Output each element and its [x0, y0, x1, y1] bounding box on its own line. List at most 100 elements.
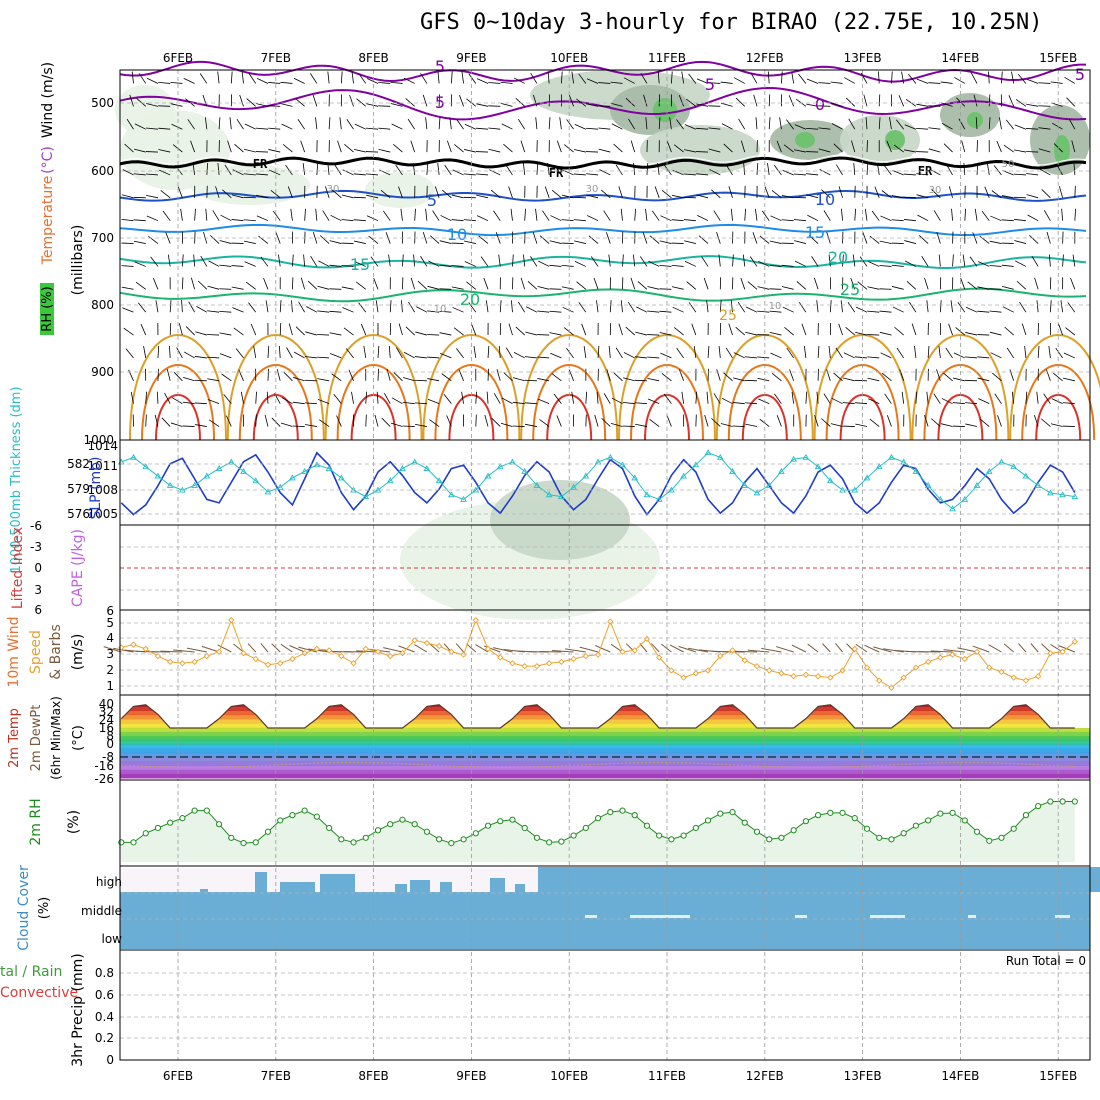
wind-barb [380, 189, 391, 199]
wind-barb [979, 418, 990, 427]
wind-barb [468, 302, 477, 313]
wind-barb [405, 326, 415, 336]
temp-contour-20 [119, 287, 1087, 303]
wind-speed-point [460, 651, 467, 658]
temperature-label: Temperature [40, 176, 56, 266]
wind-barb [302, 162, 306, 175]
time-label-top: 9FEB [456, 51, 486, 65]
wind-barb [833, 143, 843, 153]
wind-barb [456, 119, 464, 130]
wind-barb [1013, 196, 1026, 199]
rh-point [484, 822, 492, 829]
wind-barb [796, 281, 807, 290]
wind-barb [476, 173, 489, 176]
wind-barb [437, 71, 440, 84]
wind-barb [337, 140, 342, 153]
wind-barb [886, 415, 892, 427]
wind-barb [696, 127, 709, 130]
wind-barb [1074, 208, 1077, 221]
wind-barb [633, 162, 636, 175]
thickness-point [447, 491, 455, 498]
wind-barb [468, 73, 477, 84]
wind-barb-10m [747, 649, 770, 653]
wind-barb [977, 310, 990, 313]
wind-barb [843, 352, 855, 359]
wind-barb [855, 356, 868, 359]
wind-barb-10m [579, 646, 599, 653]
wind-barb [854, 208, 857, 221]
wind-barb [842, 254, 844, 267]
rh-point [521, 824, 528, 832]
wind-barb [427, 398, 440, 405]
wind-barb [490, 189, 501, 199]
wind-barb [936, 231, 941, 244]
wind-speed-point [1022, 677, 1030, 684]
temp-tick: 40 [99, 697, 114, 711]
wind-barb [770, 215, 782, 222]
wind-barb [901, 71, 905, 84]
rh-point [240, 840, 247, 847]
wind-barb [197, 280, 208, 290]
wind-barb [1019, 301, 1027, 313]
wind-barb [290, 208, 293, 221]
wind-barb [133, 219, 146, 222]
wind-barb [905, 260, 917, 267]
rh-point [215, 821, 223, 828]
time-label-top: 14FEB [941, 51, 979, 65]
wind-barb [713, 210, 721, 221]
wind-barb [496, 369, 501, 381]
wind-barb [781, 219, 794, 222]
wind-barb [904, 124, 917, 130]
wind-barb [988, 71, 990, 84]
wind-barb [701, 256, 709, 267]
wind-barb [986, 163, 990, 176]
wind-barb [312, 94, 318, 107]
wind-barb [427, 310, 440, 313]
time-label-top: 12FEB [746, 51, 784, 65]
wind-barb-10m [551, 649, 574, 653]
rh-point [766, 836, 773, 843]
wind-barb [855, 423, 868, 427]
wind-barb [1001, 71, 1003, 84]
wind-barb [1014, 240, 1027, 244]
wind-barb [219, 353, 232, 359]
wind-barb [476, 215, 489, 222]
wind-barb [693, 345, 697, 358]
wind-barb [559, 117, 562, 130]
wind-barb [720, 81, 733, 84]
wind-barb [549, 288, 562, 290]
wind-barb [711, 418, 721, 427]
wind-barb [439, 240, 452, 244]
wind-barb [158, 149, 171, 153]
wind-barb [444, 164, 452, 176]
thickness-point [484, 472, 492, 479]
wind-barb [171, 397, 183, 405]
wind-barb [243, 173, 256, 176]
wind-barb-10m [289, 645, 305, 653]
wind-barb [145, 391, 147, 404]
wind-barb [826, 369, 831, 381]
wind-barb [279, 300, 282, 313]
wind-barb [903, 196, 916, 199]
wind-speed-point [387, 652, 394, 660]
wind-barb [886, 140, 892, 153]
wind-barb [1046, 369, 1051, 381]
wind-barb [571, 391, 574, 404]
wind-barb [1001, 264, 1014, 267]
wind-barb [794, 240, 806, 244]
wind-barb [417, 280, 428, 290]
wind-barb-10m [972, 645, 990, 653]
wind-barb [781, 71, 783, 84]
thickness-point [533, 481, 541, 488]
wind-barb [524, 208, 526, 221]
wind-barb [931, 189, 941, 199]
temp-tick: 0 [106, 737, 114, 751]
rh-point [289, 812, 296, 819]
wind-barb [441, 189, 452, 199]
wind-barb [904, 240, 917, 244]
wind-barb [390, 103, 403, 107]
wind-barb [550, 352, 562, 359]
wind-barb [360, 323, 367, 336]
wind-barb [868, 398, 880, 405]
wind-barb [304, 402, 317, 405]
